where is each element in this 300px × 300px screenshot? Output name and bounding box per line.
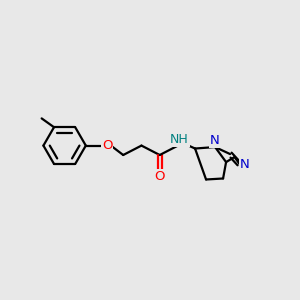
- Text: N: N: [240, 158, 250, 171]
- Text: NH: NH: [170, 133, 188, 146]
- Text: O: O: [102, 139, 112, 152]
- Text: O: O: [154, 170, 165, 183]
- Text: N: N: [210, 134, 220, 147]
